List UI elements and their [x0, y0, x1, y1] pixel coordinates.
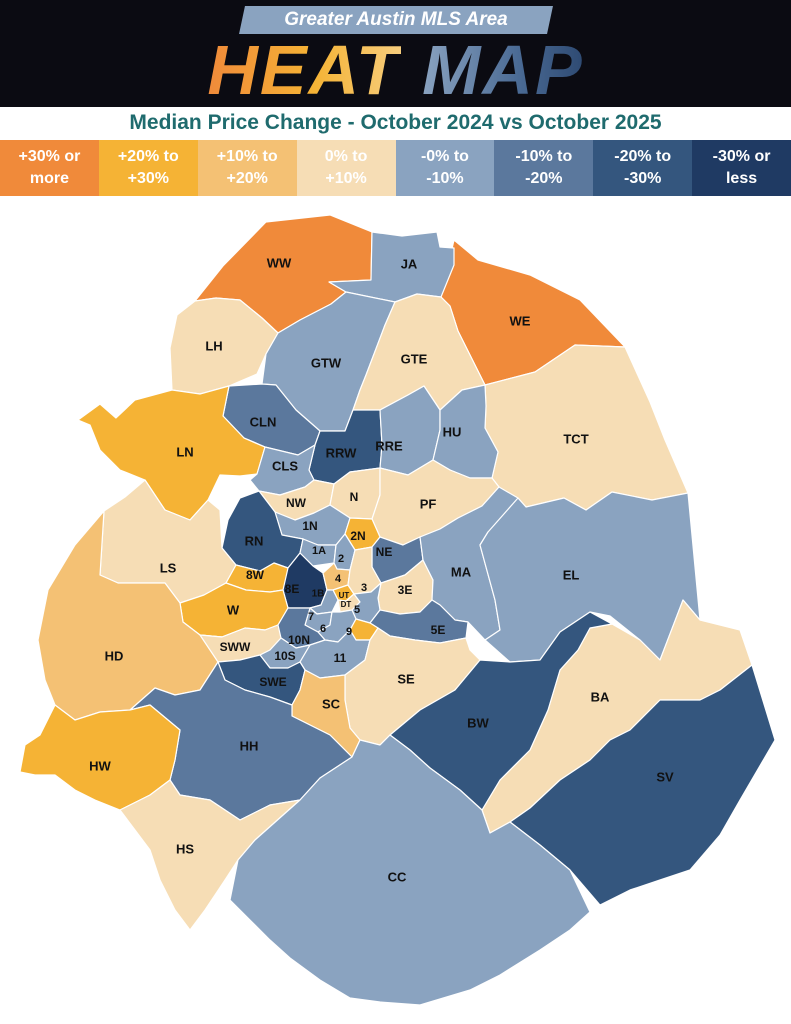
region-label-bw: BW: [467, 715, 489, 730]
region-label-1n: 1N: [302, 519, 317, 533]
region-label-tct: TCT: [563, 431, 588, 446]
region-label-hw: HW: [89, 758, 111, 773]
region-label-we: WE: [510, 313, 531, 328]
region-label-5: 5: [354, 604, 360, 616]
region-label-2: 2: [338, 553, 344, 565]
legend-item: +30% or more: [0, 140, 99, 196]
page-title: HEAT MAP: [0, 34, 791, 106]
header-banner: Greater Austin MLS Area HEAT MAP: [0, 0, 791, 107]
region-label-ne: NE: [376, 545, 393, 559]
subtitle: Greater Austin MLS Area: [284, 9, 508, 30]
region-label-hs: HS: [176, 841, 194, 856]
region-label-ba: BA: [591, 689, 610, 704]
region-label-ww: WW: [267, 255, 292, 270]
region-label-cln: CLN: [250, 414, 277, 429]
region-label-6: 6: [320, 623, 326, 635]
region-label-cls: CLS: [272, 458, 298, 473]
region-hu: [432, 384, 499, 479]
region-label-11: 11: [334, 651, 347, 665]
region-label-7: 7: [308, 611, 314, 623]
region-label-ln: LN: [176, 444, 193, 459]
region-lh: [169, 297, 279, 395]
region-label-se: SE: [397, 671, 415, 686]
region-el: [479, 491, 701, 663]
region-label-el: EL: [563, 567, 580, 582]
heat-map: WW WE JA LH GTW GTE TCT CLN LN RRW RRE HU CLS NW N PF 1N…: [19, 214, 776, 1006]
region-label-hu: HU: [443, 424, 462, 439]
title-heat: HEAT: [207, 31, 401, 109]
region-label-4: 4: [335, 573, 342, 585]
region-cc: [229, 734, 591, 1006]
legend-item: -10% to -20%: [494, 140, 594, 196]
region-label-2n: 2N: [350, 529, 365, 543]
region-label-sww: SWW: [220, 640, 251, 654]
region-label-3: 3: [361, 582, 367, 594]
legend-item: -0% to -10%: [395, 140, 495, 196]
region-label-3e: 3E: [398, 583, 413, 597]
region-label-nw: NW: [286, 496, 307, 510]
legend-item: 0% to +10%: [296, 140, 396, 196]
region-label-cc: CC: [388, 869, 407, 884]
region-label-pf: PF: [420, 496, 437, 511]
legend-item: +10% to +20%: [197, 140, 297, 196]
region-label-swe: SWE: [259, 675, 286, 689]
region-label-10s: 10S: [274, 649, 295, 663]
region-label-8w: 8W: [246, 568, 265, 582]
map-title: Median Price Change - October 2024 vs Oc…: [129, 111, 662, 134]
legend-item: -30% or less: [692, 140, 791, 196]
region-label-9: 9: [346, 626, 352, 638]
region-label-dt: DT: [341, 600, 352, 609]
region-label-1b: 1B: [312, 589, 325, 600]
title-map: MAP: [422, 31, 584, 109]
region-label-10n: 10N: [288, 633, 310, 647]
region-label-rrw: RRW: [326, 445, 358, 460]
region-label-hd: HD: [105, 648, 124, 663]
region-label-ls: LS: [160, 560, 177, 575]
region-label-gtw: GTW: [311, 355, 342, 370]
region-label-sc: SC: [322, 696, 341, 711]
region-label-ma: MA: [451, 564, 472, 579]
region-label-n: N: [350, 490, 359, 504]
legend: +30% or more +20% to +30% +10% to +20% 0…: [0, 140, 791, 196]
region-label-ut: UT: [339, 591, 350, 600]
region-label-gte: GTE: [401, 351, 428, 366]
region-label-1a: 1A: [312, 545, 326, 557]
region-label-lh: LH: [205, 338, 222, 353]
region-label-hh: HH: [240, 738, 259, 753]
region-label-rre: RRE: [375, 438, 403, 453]
region-label-rn: RN: [245, 533, 264, 548]
region-hw: [19, 704, 181, 811]
region-label-sv: SV: [656, 769, 674, 784]
legend-item: +20% to +30%: [98, 140, 198, 196]
legend-item: -20% to -30%: [593, 140, 693, 196]
region-label-w: W: [227, 602, 240, 617]
region-label-5e: 5E: [431, 623, 446, 637]
region-label-ja: JA: [401, 256, 418, 271]
region-label-8e: 8E: [285, 582, 300, 596]
